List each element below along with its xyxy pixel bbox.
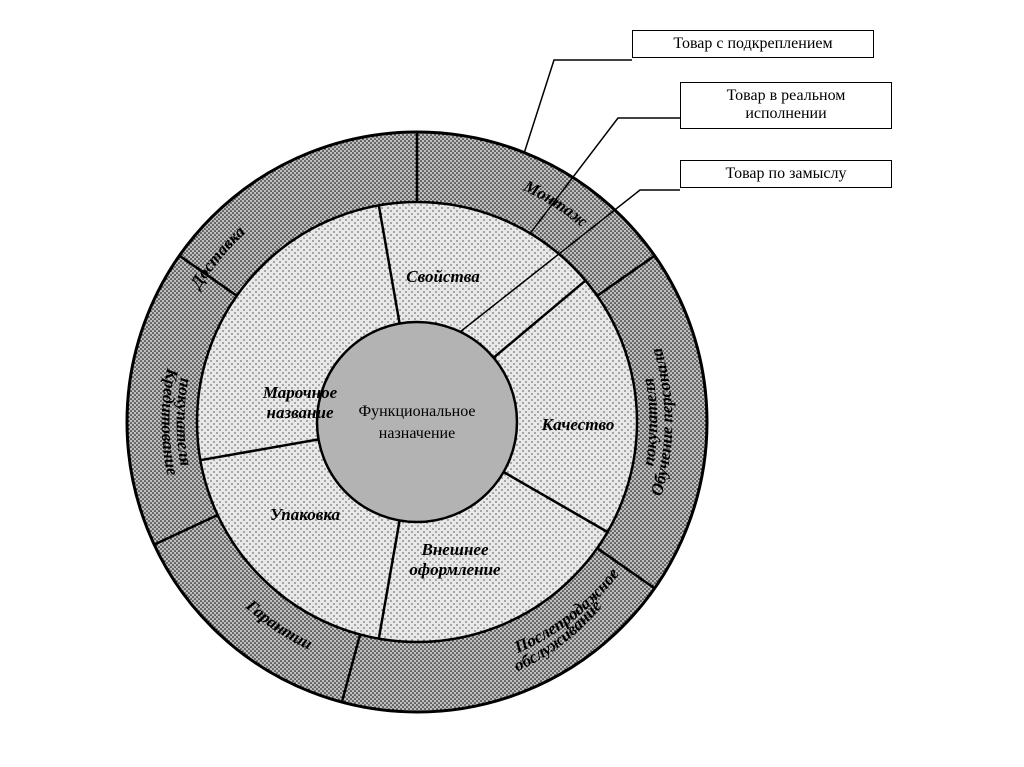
core-circle — [317, 322, 517, 522]
mid-label-kachestvo: Качество — [541, 415, 615, 434]
core-label-line2: назначение — [379, 425, 455, 442]
legend-core: Товар по замыслу — [680, 160, 892, 188]
mid-label-vneshnee-1: Внешнее — [420, 540, 488, 559]
legend-middle-text-1: Товар в реальном — [727, 87, 846, 104]
legend-outer-text: Товар с подкреплением — [673, 35, 832, 52]
legend-outer: Товар с подкреплением — [632, 30, 874, 58]
mid-label-marka-2: название — [267, 403, 334, 422]
legend-middle-text-2: исполнении — [745, 105, 826, 122]
legend-core-text: Товар по замыслу — [726, 165, 847, 182]
mid-label-svoistva: Свойства — [406, 267, 480, 286]
legend-middle: Товар в реальном исполнении — [680, 82, 892, 129]
mid-label-vneshnee-2: оформление — [409, 560, 501, 579]
mid-label-marka-1: Марочное — [262, 383, 338, 402]
mid-label-upakovka: Упаковка — [270, 505, 341, 524]
core-label-line1: Функциональное — [358, 403, 475, 420]
